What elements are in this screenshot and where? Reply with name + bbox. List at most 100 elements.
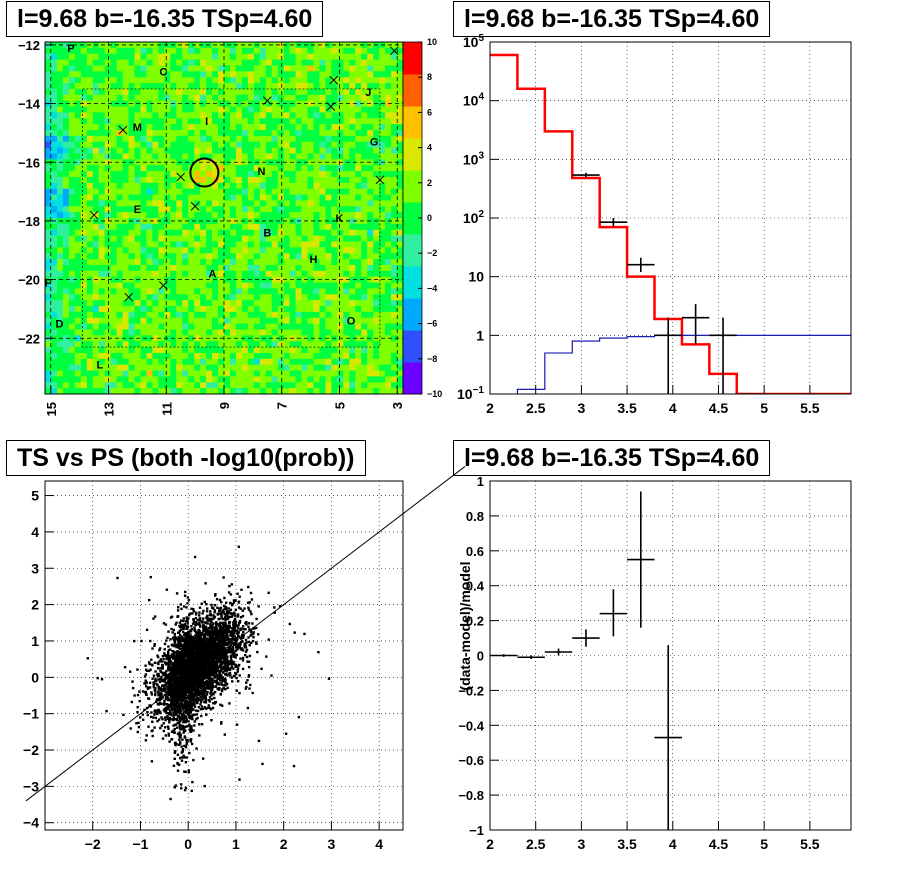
- scatter-point: [234, 620, 238, 623]
- scatter-point: [179, 666, 182, 669]
- scatter-point: [189, 740, 192, 743]
- scatter-point: [192, 686, 195, 690]
- scatter-point: [212, 702, 215, 705]
- scatter-point: [190, 639, 194, 642]
- residual-x-tick-label: 3.5: [617, 836, 637, 852]
- scatter-point: [172, 628, 175, 632]
- scatter-point: [180, 688, 183, 692]
- scatter-point: [234, 649, 238, 652]
- scatter-point: [176, 609, 180, 612]
- scatter-point: [180, 686, 183, 689]
- scatter-point: [236, 643, 239, 646]
- scatter-x-tick-label: 1: [232, 836, 240, 852]
- scatter-point: [178, 638, 181, 641]
- scatter-point: [220, 676, 223, 679]
- scatter-point: [168, 669, 171, 672]
- scatter-point: [173, 693, 176, 696]
- scatter-point: [173, 786, 176, 789]
- scatter-point: [151, 720, 154, 723]
- scatter-point: [178, 629, 181, 633]
- scatter-point: [213, 696, 216, 700]
- scatter-point: [151, 677, 154, 680]
- scatter-point: [229, 601, 232, 605]
- scatter-point: [185, 686, 189, 689]
- scatter-point: [205, 630, 208, 634]
- scatter-point: [176, 615, 179, 618]
- scatter-point: [303, 632, 306, 636]
- skymap-source-label: P: [67, 43, 74, 55]
- residual-y-tick-label: 1: [477, 474, 484, 489]
- scatter-point: [157, 672, 160, 676]
- scatter-point: [192, 650, 195, 654]
- scatter-point: [217, 624, 221, 627]
- scatter-point: [159, 695, 162, 699]
- scatter-reference-line: [25, 466, 466, 802]
- scatter-point: [235, 665, 238, 668]
- scatter-point: [194, 690, 197, 693]
- scatter-point: [159, 687, 163, 690]
- scatter-point: [148, 661, 151, 664]
- scatter-point: [241, 640, 244, 643]
- scatter-point: [157, 692, 160, 695]
- scatter-point: [205, 679, 208, 682]
- scatter-point: [214, 594, 217, 597]
- scatter-point: [217, 637, 220, 640]
- scatter-point: [179, 652, 183, 655]
- scatter-point: [183, 642, 187, 646]
- scatter-y-tick-label: 1: [31, 633, 39, 649]
- scatter-point: [193, 674, 196, 677]
- scatter-point: [187, 652, 190, 656]
- scatter-point: [155, 682, 158, 686]
- scatter-point: [181, 725, 184, 728]
- scatter-point: [213, 702, 216, 705]
- scatter-point: [170, 670, 173, 673]
- scatter-point: [146, 713, 149, 717]
- scatter-point: [244, 645, 247, 648]
- scatter-point: [171, 708, 174, 712]
- scatter-point: [100, 678, 104, 681]
- scatter-point: [144, 673, 148, 676]
- scatter-point: [209, 708, 213, 711]
- scatter-point: [165, 588, 169, 591]
- spectrum-data-point: [709, 317, 737, 394]
- scatter-point: [173, 731, 176, 734]
- scatter-point: [236, 592, 239, 595]
- scatter-point: [233, 630, 236, 633]
- scatter-point: [179, 644, 182, 647]
- scatter-point: [157, 678, 160, 681]
- scatter-point: [193, 688, 197, 691]
- scatter-point: [167, 645, 170, 648]
- scatter-point: [137, 725, 141, 729]
- scatter-point: [155, 679, 158, 682]
- scatter-point: [257, 739, 261, 743]
- scatter-point: [237, 631, 240, 634]
- scatter-point: [181, 651, 184, 655]
- scatter-point: [185, 625, 188, 628]
- scatter-point: [182, 653, 186, 657]
- scatter-point: [246, 601, 250, 604]
- scatter-point: [225, 649, 228, 652]
- scatter-point: [236, 615, 240, 618]
- scatter-point: [176, 650, 179, 653]
- scatter-point: [161, 718, 164, 721]
- scatter-point: [218, 665, 221, 669]
- scatter-point: [203, 666, 206, 669]
- skymap-y-tick-label: −14: [18, 97, 41, 112]
- colorbar-segment: [403, 234, 422, 267]
- scatter-point: [183, 714, 186, 717]
- scatter-point: [223, 662, 226, 666]
- skymap-y-tick-label: −22: [18, 331, 40, 346]
- scatter-point: [228, 624, 231, 627]
- colorbar-tick-label: 6: [427, 107, 432, 117]
- scatter-point: [174, 672, 178, 676]
- scatter-point: [228, 610, 231, 613]
- scatter-point: [227, 628, 230, 631]
- scatter-point: [202, 634, 206, 637]
- scatter-point: [224, 605, 228, 609]
- scatter-point: [174, 623, 177, 626]
- scatter-point: [234, 599, 237, 602]
- scatter-point: [208, 676, 211, 680]
- scatter-point: [224, 635, 228, 638]
- scatter-point: [190, 738, 193, 741]
- scatter-point: [228, 626, 232, 629]
